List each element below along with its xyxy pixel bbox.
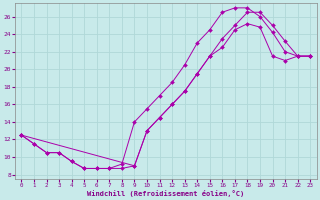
- X-axis label: Windchill (Refroidissement éolien,°C): Windchill (Refroidissement éolien,°C): [87, 190, 244, 197]
